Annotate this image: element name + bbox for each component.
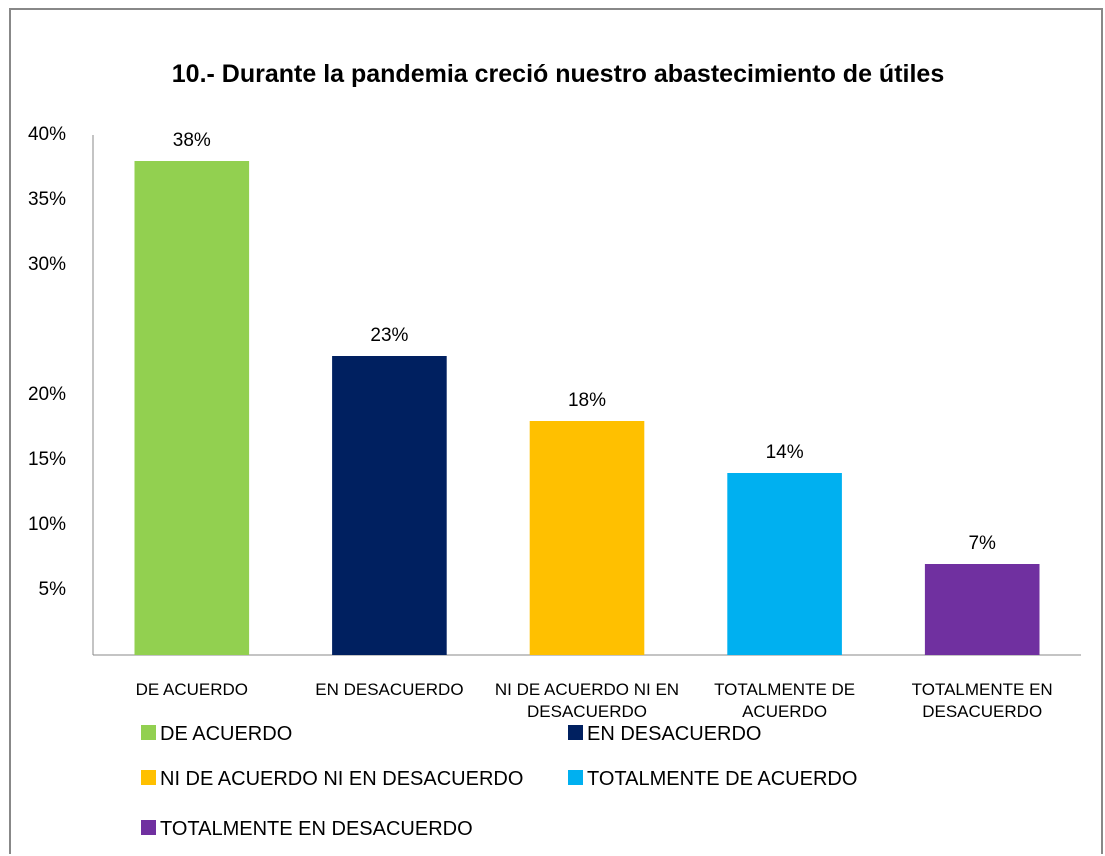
bar xyxy=(529,421,645,655)
bar xyxy=(134,161,250,655)
chart: 5% 10% 15% 20% 30% 35% 40% 38% 23% 18% 14% 7% xyxy=(28,124,1081,656)
x-tick-label: NI DE ACUERDO NI EN DESACUERDO xyxy=(494,680,680,719)
bar xyxy=(924,564,1040,655)
legend-swatch xyxy=(141,725,156,740)
y-tick-label: 5% xyxy=(39,579,67,600)
legend-swatch xyxy=(568,725,583,740)
legend-label: DE ACUERDO xyxy=(160,723,293,745)
chart-title: 10.- Durante la pandemia creció nuestro … xyxy=(171,60,945,88)
x-tick-label: TOTALMENTE EN DESACUERDO xyxy=(911,680,1053,719)
legend-entry: TOTALMENTE EN DESACUERDO xyxy=(141,818,473,841)
x-tick-label: EN DESACUERDO xyxy=(315,680,464,699)
legend-entry: DE ACUERDO xyxy=(141,723,292,746)
x-tick-label: DE ACUERDO xyxy=(135,680,248,699)
data-label: 7% xyxy=(968,533,996,554)
legend-entry: EN DESACUERDO xyxy=(568,723,761,746)
data-label: 38% xyxy=(173,130,211,151)
data-label: 23% xyxy=(370,325,408,346)
data-label: 18% xyxy=(568,390,606,411)
data-label: 14% xyxy=(766,442,804,463)
legend-swatch xyxy=(141,770,156,785)
x-tick-label: TOTALMENTE DE ACUERDO xyxy=(714,680,856,719)
legend-label: TOTALMENTE DE ACUERDO xyxy=(587,768,858,790)
bar xyxy=(332,356,447,655)
y-tick-label: 15% xyxy=(28,449,66,470)
y-tick-label: 40% xyxy=(28,124,66,145)
y-tick-label: 20% xyxy=(28,384,66,405)
legend-entry: NI DE ACUERDO NI EN DESACUERDO xyxy=(141,768,523,791)
y-tick-label: 30% xyxy=(28,254,66,275)
legend-swatch xyxy=(141,820,156,835)
y-tick-label: 10% xyxy=(28,514,66,535)
chart-frame: 10.- Durante la pandemia creció nuestro … xyxy=(9,8,1103,854)
legend-swatch xyxy=(568,770,583,785)
legend-label: EN DESACUERDO xyxy=(587,723,762,745)
y-tick-label: 35% xyxy=(28,189,66,210)
legend-label: NI DE ACUERDO NI EN DESACUERDO xyxy=(160,768,524,790)
bar xyxy=(727,473,842,655)
legend-label: TOTALMENTE EN DESACUERDO xyxy=(160,818,473,840)
legend-entry: TOTALMENTE DE ACUERDO xyxy=(568,768,857,791)
